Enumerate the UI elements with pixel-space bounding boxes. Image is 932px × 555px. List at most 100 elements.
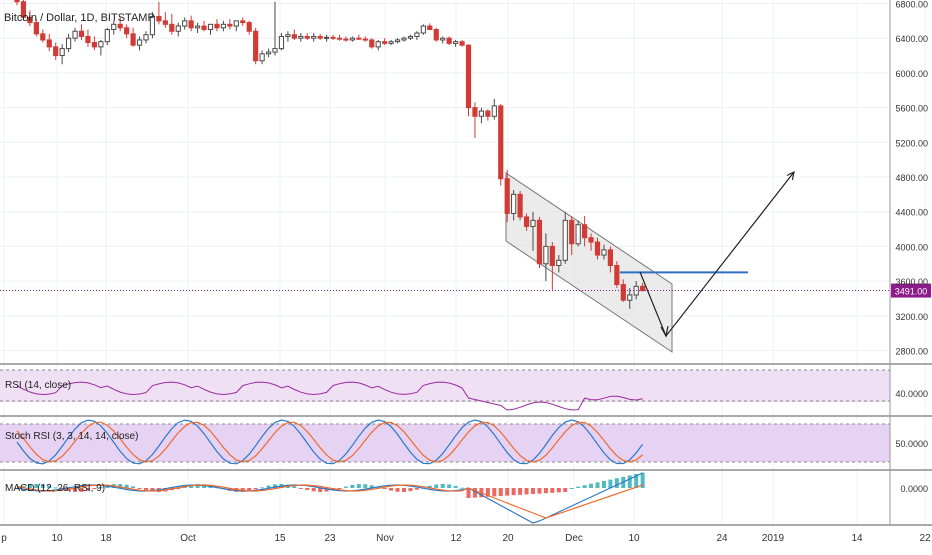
candle-body — [543, 245, 549, 265]
rsi-line — [16, 381, 643, 411]
candle-body — [536, 219, 543, 265]
macd-histogram-bar — [98, 487, 103, 489]
candle-body — [162, 20, 168, 25]
trend-drawings: 3491.00 — [0, 172, 931, 338]
candle-body — [485, 110, 491, 117]
x-tick-label: 10 — [628, 533, 640, 544]
x-tick-label: Oct — [180, 533, 196, 544]
macd-signal-line — [16, 484, 643, 519]
candle-body — [98, 41, 104, 48]
macd-histogram-bar — [434, 484, 439, 488]
macd-histogram-bar — [582, 485, 587, 488]
macd-histogram-bar — [402, 488, 406, 492]
candles — [14, 0, 646, 309]
macd-histogram-bar — [305, 488, 310, 490]
macd-histogram-bar — [531, 488, 535, 494]
candle-body — [259, 53, 265, 62]
candle-body — [394, 39, 401, 43]
candle-body — [523, 216, 530, 227]
candle-body — [324, 36, 330, 39]
macd-histogram-bar — [376, 486, 381, 488]
candle-body — [549, 245, 555, 266]
candle-body — [414, 32, 420, 37]
candle-body — [375, 41, 381, 48]
candle-body — [453, 41, 459, 44]
candle-body — [40, 33, 46, 41]
macd-histogram-bar — [195, 484, 200, 488]
candle-body — [14, 0, 20, 3]
macd-histogram-bar — [34, 484, 39, 488]
macd-histogram-bar — [466, 488, 471, 498]
candle-body — [227, 23, 233, 27]
macd-histogram-bar — [614, 478, 619, 488]
macd-histogram-bar — [589, 483, 594, 488]
candle-body — [433, 29, 439, 41]
macd-histogram-bar — [27, 484, 32, 488]
macd-histogram-bar — [47, 485, 52, 488]
macd-histogram-bar — [556, 488, 561, 493]
candle-body — [175, 25, 181, 32]
macd-histogram-bar — [550, 488, 555, 493]
macd-histogram-bar — [324, 488, 329, 492]
candle-body — [104, 29, 110, 43]
candle-body — [498, 105, 504, 180]
candle-body — [124, 27, 130, 35]
candle-body — [233, 20, 239, 27]
candle-body — [491, 105, 497, 117]
candle-body — [582, 224, 588, 239]
macd-label: MACD (12, 26, RSI, 9) — [5, 483, 105, 494]
macd-histogram-bar — [131, 486, 136, 488]
macd-histogram-bar — [337, 488, 342, 489]
macd-histogram-bar — [40, 484, 45, 488]
macd-histogram-bar — [576, 486, 581, 488]
macd-histogram-bar — [311, 488, 316, 492]
price-tick-label: 5600.00 — [895, 104, 928, 114]
candle-body — [201, 25, 207, 31]
macd-histogram-bar — [524, 488, 529, 495]
candle-body — [459, 41, 465, 46]
candle-body — [220, 23, 227, 29]
candle-body — [311, 35, 317, 39]
x-tick-label: 2019 — [762, 533, 785, 544]
candle-body — [59, 48, 65, 57]
candle-body — [569, 219, 575, 245]
candle-body — [156, 16, 162, 22]
candle-body — [575, 224, 581, 245]
macd-histogram-bar — [124, 484, 129, 488]
candle-body — [304, 35, 310, 39]
candle-body — [420, 25, 426, 34]
candle-body — [182, 20, 188, 27]
candle-body — [511, 193, 517, 214]
candle-body — [143, 34, 149, 41]
rsi-tick-label: 40.0000 — [895, 389, 928, 399]
macd-histogram-bar — [343, 486, 348, 488]
candle-body — [504, 178, 510, 214]
candle-body — [91, 42, 98, 48]
macd-histogram-bar — [543, 488, 548, 494]
stoch-k-line — [16, 419, 644, 465]
macd-histogram-bar — [266, 485, 271, 488]
macd-histogram-bar — [601, 481, 606, 488]
macd-histogram-bar — [92, 488, 97, 490]
candle-body — [562, 219, 568, 261]
macd-histogram-bar — [273, 484, 277, 488]
macd-histogram-bar — [363, 484, 368, 488]
x-tick-label: 12 — [450, 533, 462, 544]
candle-body — [72, 30, 78, 39]
macd-histogram-bar — [298, 488, 303, 489]
candle-body — [188, 20, 194, 29]
candle-body — [465, 44, 472, 109]
chart-title: Bitcoin / Dollar, 1D, BITSTAMP — [4, 12, 155, 24]
macd-histogram-bar — [537, 488, 542, 494]
current-price-label: 3491.00 — [895, 287, 928, 297]
macd-histogram-bar — [144, 488, 148, 491]
candle-body — [607, 249, 613, 266]
candle-body — [240, 20, 246, 24]
candle-body — [20, 1, 27, 18]
candle-body — [265, 51, 272, 55]
macd-histogram-bar — [253, 488, 258, 490]
x-tick-label: p — [1, 533, 7, 544]
candle-body — [253, 30, 259, 62]
